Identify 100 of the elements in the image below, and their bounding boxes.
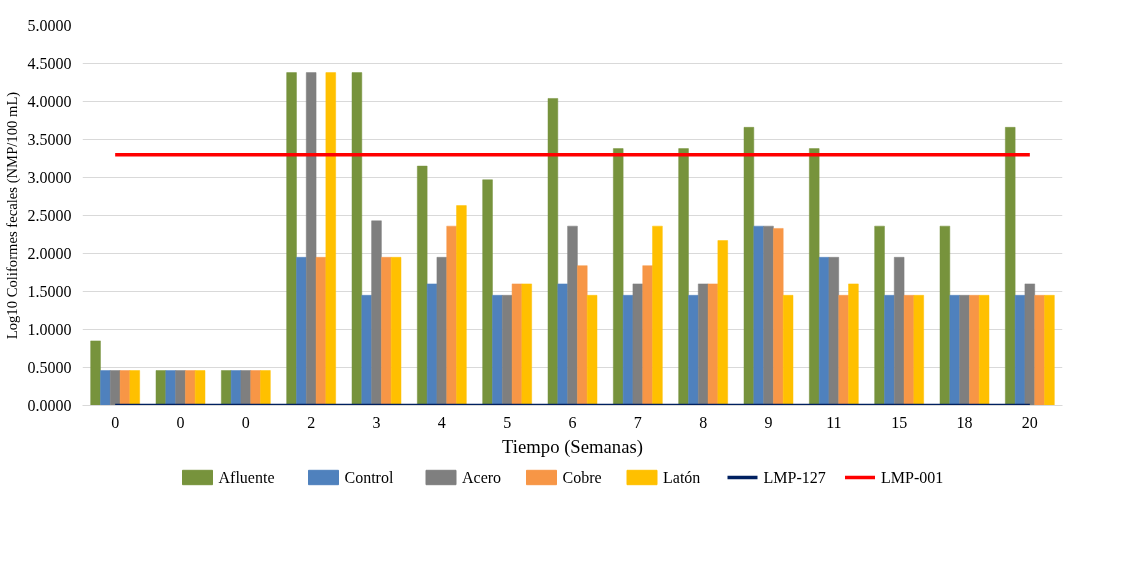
bar (557, 283, 568, 406)
bar (325, 72, 336, 406)
bar (315, 257, 327, 406)
bar (959, 295, 970, 406)
x-tick-label: 7 (633, 413, 642, 431)
bar (296, 257, 307, 406)
x-tick-label: 5 (503, 413, 512, 431)
bar (969, 295, 980, 406)
y-tick-label: 0.5000 (27, 359, 72, 376)
bar (482, 179, 493, 406)
bar (717, 240, 728, 406)
y-axis-title: Log10 Coliformes fecales (NMP/100 mL) (3, 91, 21, 340)
bar (426, 283, 438, 406)
bar (351, 72, 363, 406)
x-tick-label: 20 (1021, 413, 1038, 431)
bar (286, 72, 297, 406)
bar (417, 165, 428, 406)
bar (782, 295, 794, 406)
bar (456, 205, 467, 406)
bar (185, 370, 196, 406)
bar (838, 295, 849, 406)
bar (306, 72, 317, 406)
bar (652, 225, 663, 406)
bar (874, 225, 885, 406)
y-tick-label: 1.5000 (27, 283, 72, 300)
bar (773, 228, 784, 406)
bar (194, 370, 206, 406)
bar (567, 225, 578, 406)
bar (642, 265, 653, 406)
bar (381, 257, 392, 406)
bar (492, 295, 503, 406)
bar (809, 148, 820, 406)
bar (165, 370, 176, 406)
bar (848, 283, 859, 406)
bar (361, 295, 372, 406)
x-tick-label: 0 (176, 413, 185, 431)
y-tick-label: 5.0000 (27, 17, 72, 34)
bar (230, 370, 242, 406)
bar (818, 257, 830, 406)
bar (129, 370, 140, 406)
bar (622, 295, 634, 406)
bar (1014, 295, 1026, 406)
bar (260, 370, 271, 406)
legend-label: LMP-127 (763, 469, 826, 486)
bar (371, 220, 382, 406)
bar (100, 370, 111, 406)
legend-label: Afluente (218, 469, 275, 486)
x-tick-label: 9 (764, 413, 773, 431)
bar (939, 225, 951, 406)
bar (547, 98, 559, 406)
bar (688, 295, 699, 406)
bar (446, 225, 457, 406)
bar (903, 295, 915, 406)
bar (511, 283, 523, 406)
bar (119, 370, 131, 406)
bar (613, 148, 624, 406)
bar (240, 370, 251, 406)
y-tick-label: 4.5000 (27, 55, 72, 72)
bar (250, 370, 261, 406)
legend-label: Cobre (562, 469, 602, 486)
bar (521, 283, 532, 406)
bar (1024, 283, 1035, 406)
y-tick-label: 0.0000 (27, 397, 72, 414)
bar (90, 340, 101, 406)
legend-label: Control (344, 469, 394, 486)
legend-label: Acero (462, 469, 502, 486)
bar (763, 225, 774, 406)
bar (436, 257, 447, 406)
bar (632, 283, 643, 406)
bar (828, 257, 839, 406)
x-tick-label: 6 (568, 413, 577, 431)
legend-label: Latón (663, 469, 701, 486)
bar (753, 225, 764, 406)
x-tick-label: 4 (437, 413, 446, 431)
bar (390, 257, 402, 406)
bar (586, 295, 598, 406)
bar (949, 295, 960, 406)
x-tick-label: 3 (372, 413, 381, 431)
bar (1034, 295, 1045, 406)
y-tick-label: 2.5000 (27, 207, 72, 224)
bar (577, 265, 588, 406)
y-tick-label: 4.0000 (27, 93, 72, 110)
bar (1044, 295, 1055, 406)
x-tick-label: 0 (241, 413, 250, 431)
y-tick-label: 2.0000 (27, 245, 72, 262)
bar (913, 295, 924, 406)
x-tick-label: 11 (826, 413, 842, 431)
x-tick-label: 15 (891, 413, 908, 431)
bar (155, 370, 167, 406)
x-tick-label: 8 (699, 413, 708, 431)
y-tick-label: 1.0000 (27, 321, 72, 338)
bar (894, 257, 905, 406)
x-tick-label: 2 (307, 413, 316, 431)
bar (707, 283, 719, 406)
y-tick-label: 3.0000 (27, 169, 72, 186)
bar (743, 127, 755, 406)
bar (884, 295, 895, 406)
x-axis-title: Tiempo (Semanas) (502, 435, 643, 458)
legend-label: LMP-001 (881, 469, 944, 486)
bar (978, 295, 990, 406)
